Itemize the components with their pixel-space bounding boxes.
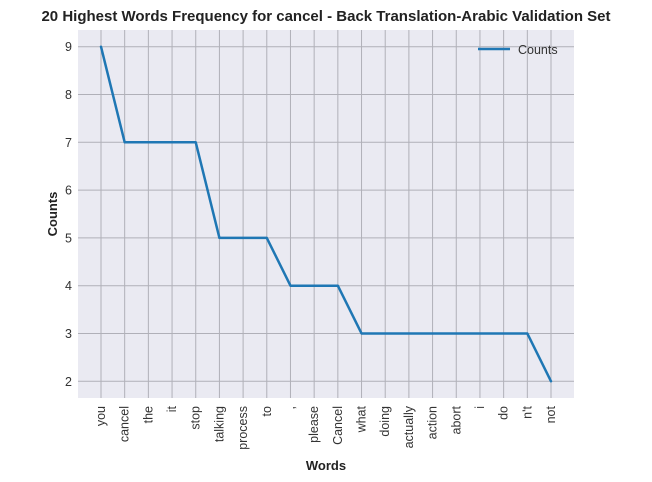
- series-line-counts: [99, 45, 553, 383]
- plot-area: [78, 30, 574, 398]
- x-tick-label: please: [307, 406, 321, 443]
- legend-label: Counts: [518, 43, 558, 57]
- x-tick-label: stop: [189, 406, 203, 430]
- x-tick-label: actually: [402, 405, 416, 448]
- series-layer: [99, 45, 553, 383]
- x-axis-ticks: you cancel the it stop talking process to, pleas…: [94, 405, 558, 450]
- x-tick-label: you: [94, 406, 108, 426]
- x-tick-label: n't: [520, 405, 534, 418]
- y-axis-ticks: 2 3 4 5 6 7 8 9: [65, 40, 72, 389]
- x-tick-label: talking: [212, 406, 226, 442]
- x-tick-label: it: [165, 405, 179, 412]
- legend: Counts: [478, 43, 558, 57]
- x-tick-label: not: [544, 405, 558, 423]
- y-tick-label: 3: [65, 327, 72, 341]
- x-tick-label: cancel: [118, 406, 132, 442]
- y-tick-label: 8: [65, 88, 72, 102]
- x-tick-label: abort: [449, 405, 463, 434]
- x-tick-label: action: [426, 406, 440, 439]
- x-tick-label: what: [355, 405, 369, 433]
- y-tick-label: 4: [65, 279, 72, 293]
- y-tick-label: 9: [65, 40, 72, 54]
- x-tick-label: i: [473, 406, 487, 409]
- y-tick-label: 2: [65, 375, 72, 389]
- x-tick-label: doing: [378, 406, 392, 437]
- x-tick-label: to: [260, 406, 274, 416]
- x-tick-label: process: [236, 406, 250, 450]
- x-axis-label: Words: [306, 458, 346, 473]
- x-tick-label: ,: [283, 406, 297, 409]
- y-tick-label: 7: [65, 136, 72, 150]
- y-tick-label: 5: [65, 231, 72, 245]
- x-tick-label: Cancel: [331, 406, 345, 445]
- x-tick-label: the: [141, 406, 155, 423]
- chart-title: 20 Highest Words Frequency for cancel - …: [41, 8, 610, 25]
- x-tick-label: do: [497, 406, 511, 420]
- y-axis-label: Counts: [45, 192, 60, 237]
- y-tick-label: 6: [65, 184, 72, 198]
